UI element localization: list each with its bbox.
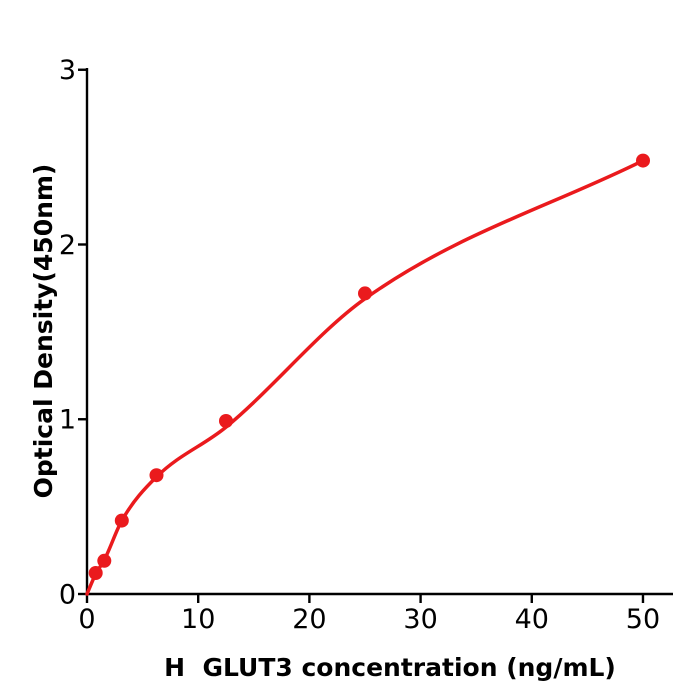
y-axis-label: Optical Density(450nm) (29, 164, 58, 499)
x-axis-label: H GLUT3 concentration (ng/mL) (164, 653, 616, 682)
y-tick-label: 3 (59, 55, 76, 86)
data-point-marker (97, 553, 112, 568)
fit-curve-line (85, 158, 645, 596)
data-point-marker (358, 286, 372, 301)
x-axis-ticks: 0 10 20 30 40 50 (78, 594, 660, 635)
x-tick-label: 30 (403, 604, 437, 635)
x-tick-label: 20 (292, 604, 326, 635)
y-axis-ticks: 0 1 2 3 (59, 55, 87, 611)
x-tick-label: 0 (78, 604, 95, 635)
y-tick-label: 2 (59, 230, 76, 261)
data-points (88, 153, 650, 580)
data-point-marker (149, 468, 164, 483)
axis-spines (85, 68, 673, 596)
x-tick-label: 10 (181, 604, 215, 635)
data-point-marker (636, 153, 650, 168)
y-tick-label: 0 (59, 580, 76, 611)
data-point-marker (88, 566, 103, 580)
plot-area: 0 10 20 30 40 50 0 1 2 3 H GLUT3 concentration (… (29, 55, 673, 682)
x-tick-label: 40 (515, 604, 549, 635)
data-point-marker (114, 513, 129, 528)
x-tick-label: 50 (626, 604, 660, 635)
y-tick-label: 1 (59, 405, 76, 436)
data-point-marker (219, 414, 233, 428)
